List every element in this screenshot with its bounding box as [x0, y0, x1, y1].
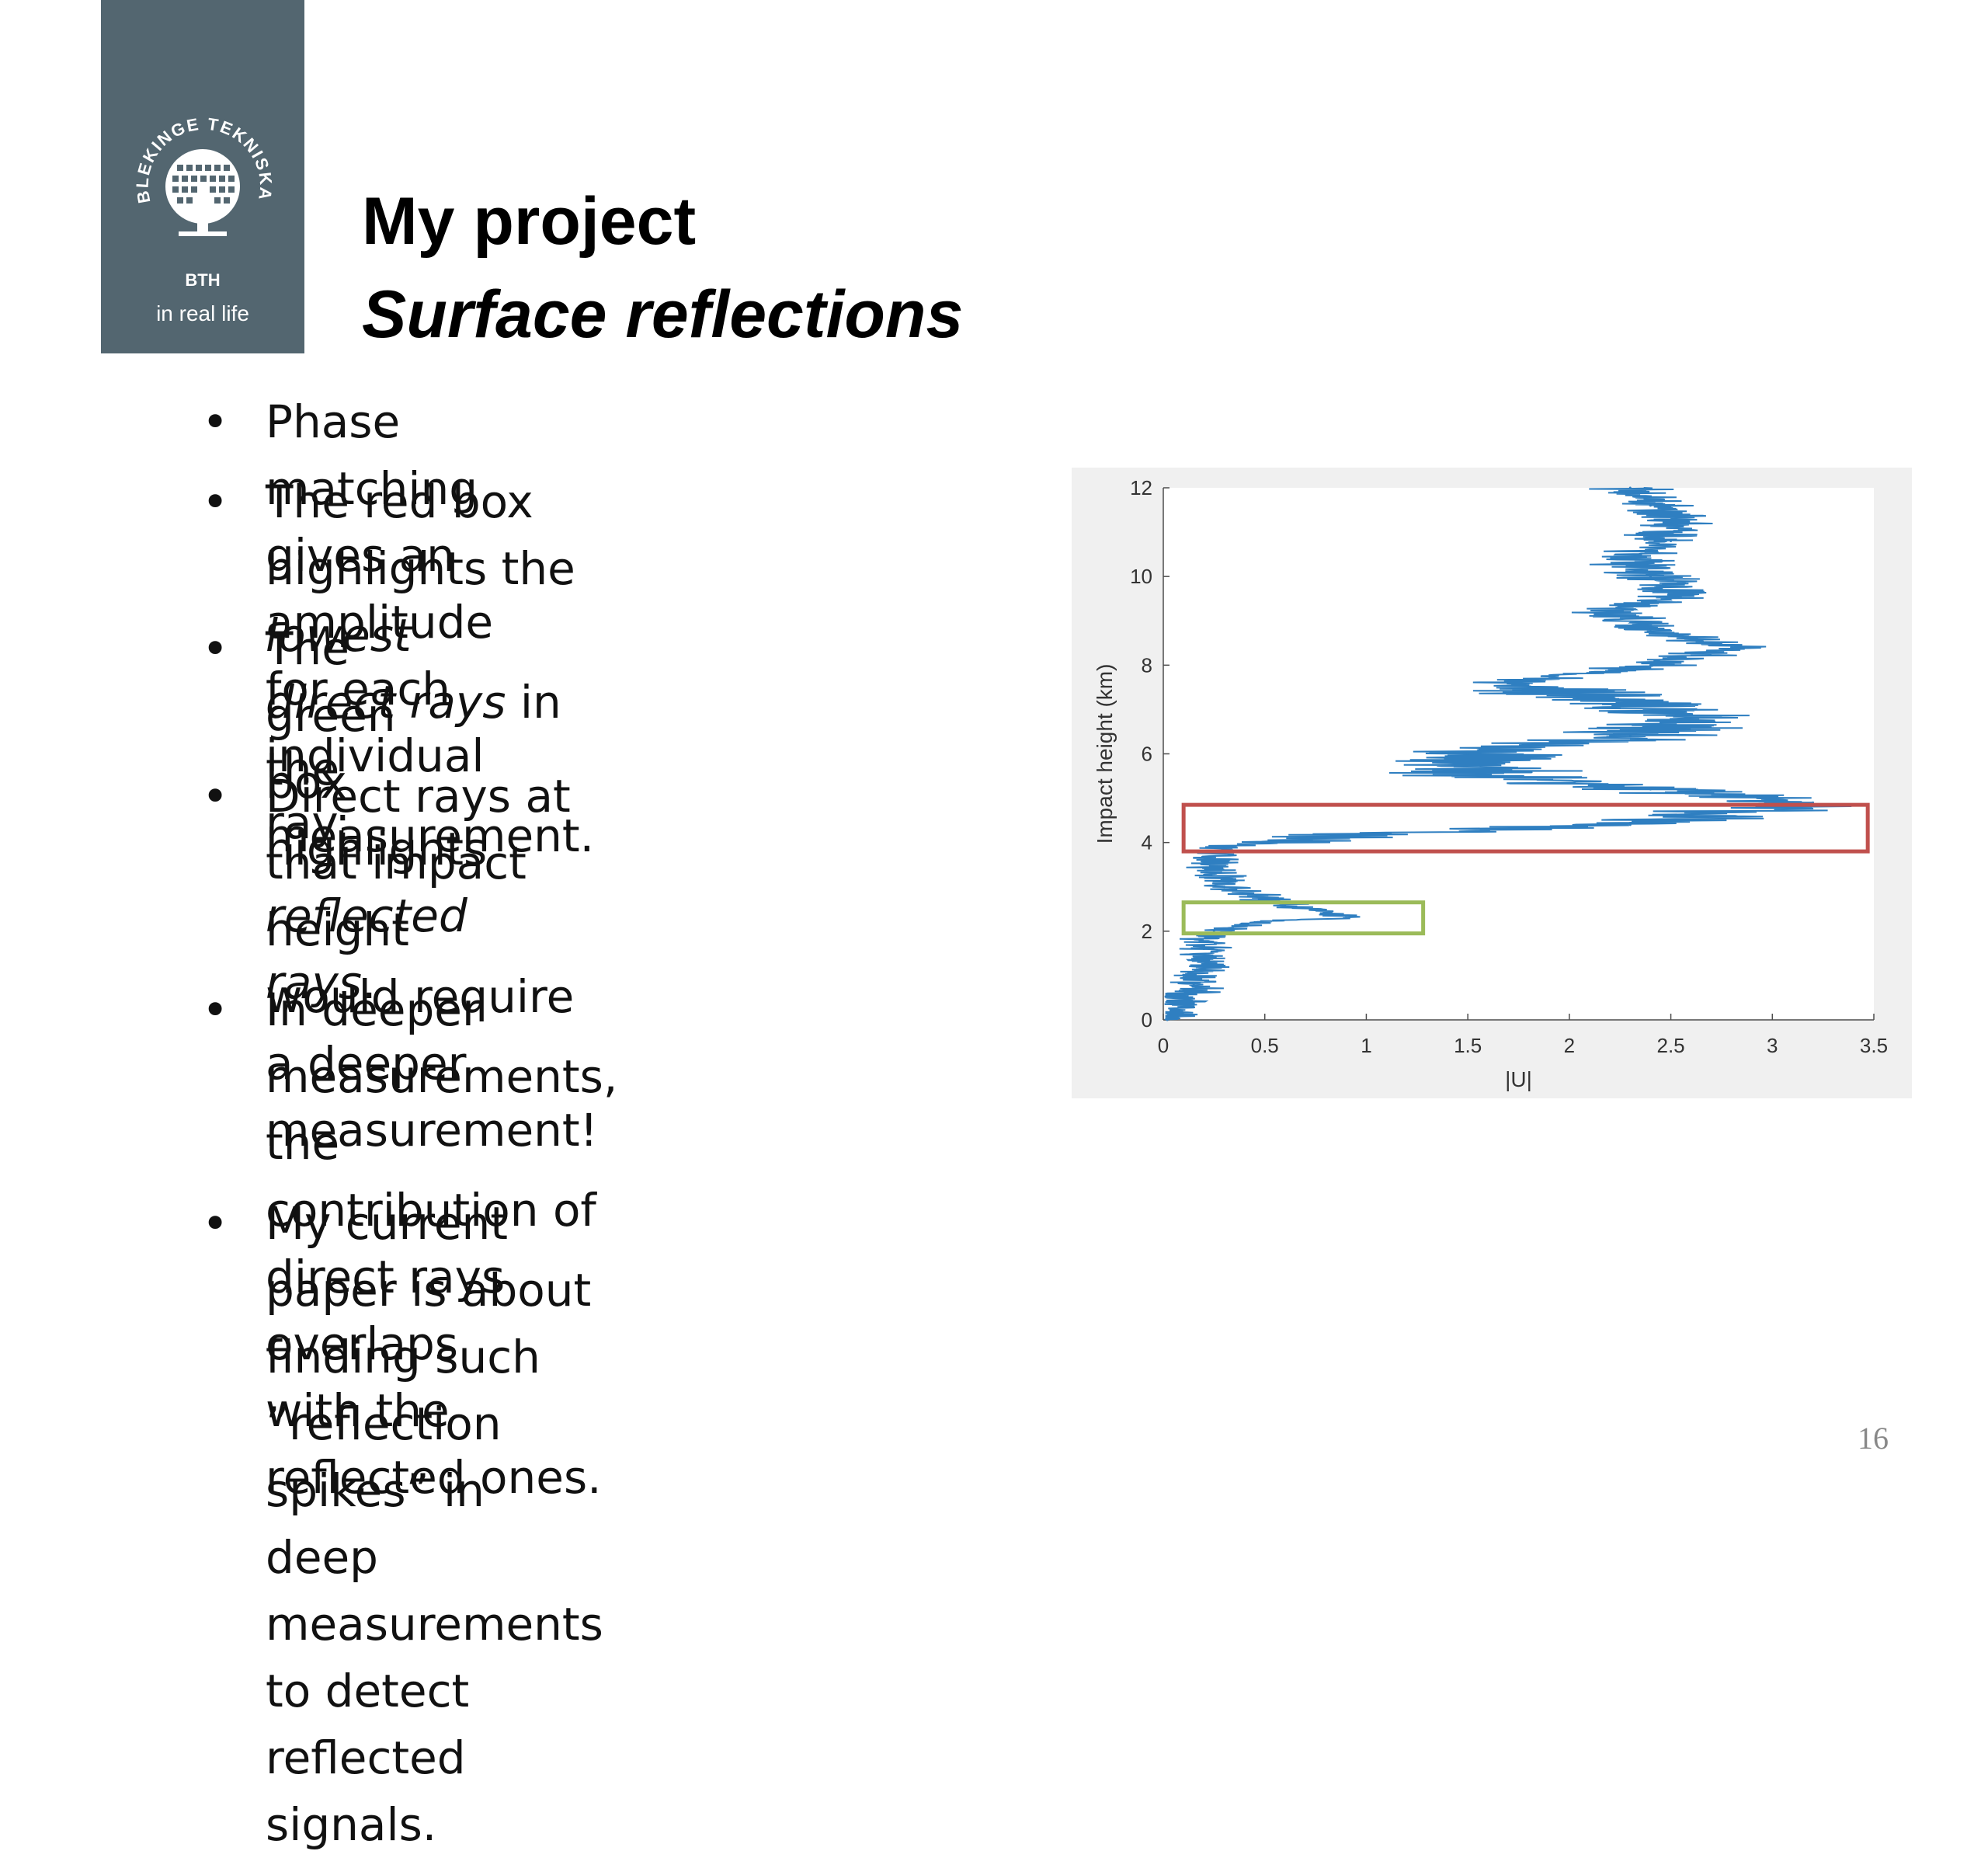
data-point	[1166, 1018, 1169, 1021]
bullet-text: in the measurement.	[266, 676, 595, 862]
x-tick-label: 1	[1361, 1034, 1371, 1057]
title-line-1: My project	[362, 184, 697, 259]
data-point	[1690, 717, 1693, 720]
data-point	[1202, 948, 1205, 951]
bullet-text: measurement!	[266, 1104, 598, 1157]
bullet-line: Phase matching gives an amplitude for ea…	[266, 388, 493, 856]
bullet-dot	[202, 1190, 228, 1257]
tree-emblem-icon: BLEKINGE TEKNISKA HÖGSKOLA BTH	[101, 0, 274, 290]
y-tick-label: 2	[1142, 920, 1152, 943]
data-point	[1730, 810, 1733, 813]
data-point	[1628, 735, 1632, 738]
x-tick-label: 0.5	[1251, 1034, 1279, 1057]
bullet-line: rays.	[266, 949, 487, 1016]
bullet-line: contribution of direct rays overlaps	[266, 1177, 617, 1377]
bullet-text: In deeper measurements, the	[266, 983, 618, 1170]
data-point	[1486, 774, 1489, 778]
logo-abbr: BTH	[185, 270, 220, 290]
data-point	[1192, 983, 1195, 986]
amplitude-chart: 0 0.5 1 1.5 2 2.5 3 3.5 0 2 4 6 8 10 12 |U| Impact heigh…	[1072, 468, 1912, 1098]
slide-title: My project Surface reflections	[362, 175, 963, 361]
y-tick-label: 8	[1142, 653, 1152, 677]
data-point	[1649, 575, 1652, 578]
emphasis-text: reflected	[266, 889, 467, 942]
series-line	[1164, 487, 1852, 1021]
x-tick-label: 3	[1767, 1034, 1778, 1057]
data-point	[1608, 699, 1611, 702]
bullet-line: Direct rays at that impact height	[266, 763, 598, 963]
bullet-text: The red box highlights the	[266, 475, 575, 595]
data-point	[1628, 823, 1632, 826]
x-tick-label: 0	[1158, 1034, 1169, 1057]
data-point	[1649, 788, 1652, 791]
data-point	[1690, 593, 1693, 596]
emphasis-text: direct rays	[266, 676, 506, 729]
title-line-2: Surface reflections	[362, 277, 964, 352]
data-point	[1670, 522, 1673, 525]
bullet-line: My current paper is about finding such ”…	[266, 1190, 603, 1591]
y-tick-label: 0	[1142, 1008, 1152, 1032]
bullet-item: The red box highlights the lowestdirect …	[266, 468, 594, 869]
bullet-line: The green box highlights reflected	[266, 615, 487, 949]
logo-tagline: in real life	[156, 301, 249, 325]
bullet-dot	[202, 388, 228, 455]
bullet-text: contribution of direct rays overlaps	[266, 1184, 596, 1370]
y-axis-label: Impact height (km)	[1093, 664, 1117, 844]
bullet-line: In deeper measurements, the	[266, 976, 617, 1177]
university-logo: BLEKINGE TEKNISKA HÖGSKOLA BTH in real l…	[101, 0, 304, 353]
data-point	[1730, 646, 1733, 649]
bullet-text: The green box highlights	[266, 622, 488, 875]
bullet-text: Direct rays at that impact height	[266, 770, 571, 956]
chart-svg: 0 0.5 1 1.5 2 2.5 3 3.5 0 2 4 6 8 10 12 |U| Impact heigh…	[1093, 476, 1888, 1091]
highlight-box	[1181, 900, 1426, 936]
x-tick-label: 2.5	[1656, 1034, 1684, 1057]
data-point	[1222, 845, 1225, 848]
data-point	[1222, 886, 1225, 889]
bullet-line: measurements to detect reflected signals…	[266, 1591, 603, 1858]
bullet-item: My current paper is about finding such ”…	[266, 1190, 603, 1858]
bullet-item: Direct rays at that impact height would r…	[266, 763, 598, 1164]
data-point	[1649, 504, 1652, 507]
bullet-text: measurements to detect reflected signals…	[266, 1598, 603, 1851]
bullet-text: would require a deeper	[266, 970, 575, 1090]
x-axis-label: |U|	[1505, 1067, 1532, 1091]
x-tick-label: 1.5	[1454, 1034, 1482, 1057]
data-point	[1649, 663, 1652, 666]
data-point	[1364, 832, 1368, 835]
data-point	[1649, 628, 1652, 632]
data-point	[1253, 920, 1256, 924]
highlight-box	[1181, 802, 1870, 854]
y-tick-label: 12	[1130, 476, 1152, 499]
bullet-line: The red box highlights the lowest	[266, 468, 594, 669]
data-point	[1628, 486, 1632, 489]
data-point	[1670, 540, 1673, 542]
data-point	[1344, 917, 1347, 920]
bullet-dot	[202, 615, 228, 682]
x-tick-label: 2	[1564, 1034, 1575, 1057]
data-point	[1628, 557, 1632, 560]
page-number: 16	[1858, 1421, 1889, 1456]
bullet-line: would require a deeper	[266, 963, 598, 1097]
data-point	[1608, 611, 1611, 614]
y-tick-label: 6	[1142, 743, 1152, 766]
y-tick-label: 4	[1142, 831, 1152, 854]
emphasis-text: lowest	[266, 609, 412, 662]
data-point	[1466, 753, 1469, 755]
y-tick-label: 10	[1130, 565, 1152, 588]
emphasis-text: rays	[266, 956, 362, 1009]
bullet-text: .	[361, 956, 377, 1009]
bullet-line: measurement!	[266, 1097, 598, 1164]
bullet-text: My current paper is about finding such ”…	[266, 1197, 592, 1584]
x-tick-label: 3.5	[1860, 1034, 1888, 1057]
bullet-item: Phase matching gives an amplitude for ea…	[266, 388, 493, 856]
data-point	[1212, 859, 1215, 861]
bullet-dot	[202, 976, 228, 1043]
data-point	[1507, 681, 1510, 684]
bullet-dot	[202, 763, 228, 830]
bullet-text: Phase matching gives an amplitude for ea…	[266, 395, 494, 849]
bullet-line: direct rays in the measurement.	[266, 669, 594, 869]
bullet-dot	[202, 468, 228, 535]
